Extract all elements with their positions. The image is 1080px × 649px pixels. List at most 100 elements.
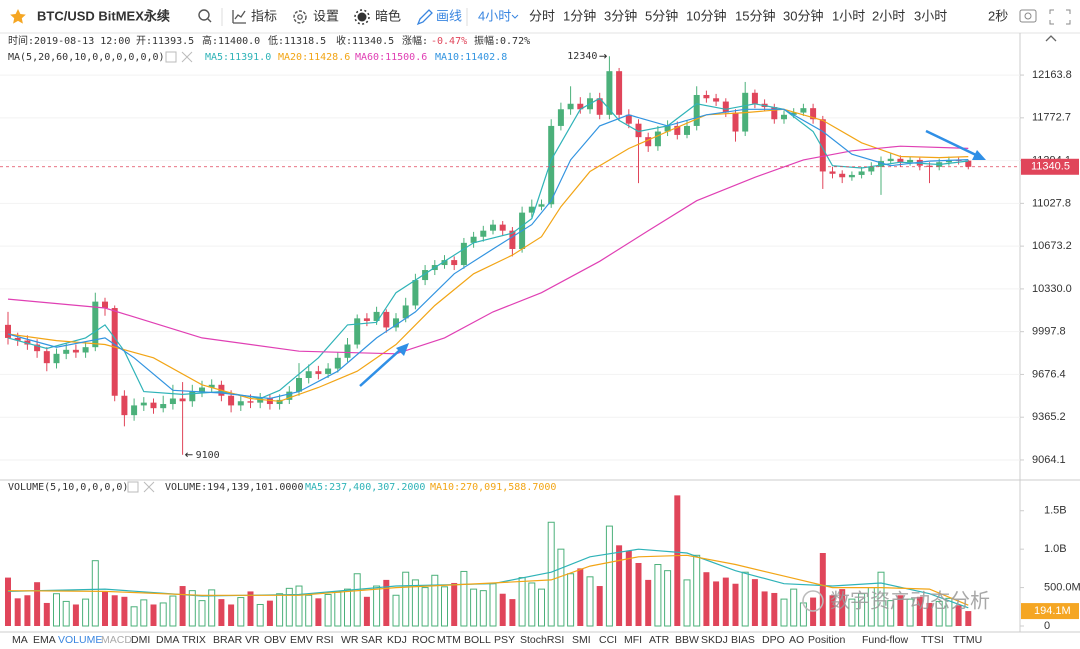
indicator-tab[interactable]: AO (789, 634, 804, 646)
annotation: 9100 (196, 450, 220, 461)
volume-bar (703, 572, 710, 626)
indicator-settings[interactable] (127, 481, 139, 493)
collapse-icon[interactable] (1045, 35, 1057, 42)
volume-bar (315, 598, 322, 626)
volume-bar (965, 611, 972, 626)
candle-body (412, 280, 419, 306)
indicator-tab[interactable]: DPO (762, 634, 785, 646)
volume-bar (43, 602, 50, 626)
dark-mode-button[interactable]: 暗色 (375, 8, 401, 23)
info-high: 高:11400.0 (202, 34, 260, 47)
interval-button[interactable]: 3分钟 (604, 8, 637, 23)
volume-bar (276, 593, 284, 627)
screenshot-icon[interactable] (1019, 9, 1037, 23)
interval-button[interactable]: 4小时 (478, 8, 511, 23)
volume-bar (411, 579, 419, 627)
indicator-tab[interactable]: WR (341, 634, 359, 646)
volume-bar (858, 593, 866, 627)
volume-bar (72, 604, 79, 626)
indicator-tab[interactable]: TTSI (921, 634, 944, 646)
interval-button[interactable]: 分时 (529, 8, 555, 23)
volume-bar (14, 598, 21, 626)
search-icon[interactable] (198, 9, 210, 21)
favorite-star[interactable] (10, 9, 26, 24)
indicator-settings[interactable] (165, 51, 177, 63)
indicator-tab[interactable]: ROC (412, 634, 436, 646)
volume-bar (713, 581, 720, 626)
indicator-tab[interactable]: OBV (264, 634, 286, 646)
indicator-tab[interactable]: DMA (156, 634, 179, 646)
indicator-tab[interactable]: SMI (572, 634, 591, 646)
indicator-tab[interactable]: RSI (316, 634, 334, 646)
volume-bar (285, 587, 293, 627)
volume-bar (489, 583, 497, 627)
indicator-tab[interactable]: StochRSI (520, 634, 564, 646)
candle-body (751, 92, 758, 104)
indicator-tab[interactable]: BRAR (213, 634, 243, 646)
volume-bar (761, 591, 768, 626)
interval-button[interactable]: 5分钟 (645, 8, 678, 23)
symbol[interactable]: BTC/USD BitMEX永续 (37, 8, 170, 23)
indicator-tab[interactable]: MA (12, 634, 28, 646)
interval-button[interactable]: 3小时 (914, 8, 947, 23)
indicator-tab[interactable]: DMI (131, 634, 150, 646)
volume-bar (616, 545, 623, 626)
fullscreen-icon[interactable] (1049, 9, 1071, 25)
last-price-box (1021, 158, 1079, 175)
indicator-close[interactable] (143, 481, 155, 493)
y-tick-label: 9064.1 (1032, 454, 1066, 466)
interval-button[interactable]: 15分钟 (735, 8, 775, 23)
volume-bar (266, 600, 273, 626)
indicator-tab[interactable]: TTMU (953, 634, 982, 646)
indicator-tab[interactable]: KDJ (387, 634, 407, 646)
draw-icon (416, 9, 433, 26)
ma-indicator[interactable]: MA(5,20,60,10,0,0,0,0,0,0) (8, 52, 165, 63)
volume-bar (334, 591, 342, 627)
indicator-tab[interactable]: MFI (624, 634, 642, 646)
toolbar (0, 0, 1080, 33)
volume-bar (897, 595, 904, 626)
volume-bar (218, 599, 225, 626)
volume-bar (392, 594, 400, 627)
indicator-tab[interactable]: CCI (599, 634, 617, 646)
indicator-tab[interactable]: EMV (290, 634, 313, 646)
indicator-tab[interactable]: SAR (361, 634, 383, 646)
interval-button[interactable]: 1小时 (832, 8, 865, 23)
volume-indicator[interactable]: VOLUME(5,10,0,0,0,0) (8, 482, 128, 493)
indicator-tab[interactable]: SKDJ (701, 634, 728, 646)
indicator-button[interactable]: 指标 (251, 8, 277, 23)
interval-button[interactable]: 30分钟 (783, 8, 823, 23)
draw-button[interactable]: 画线 (436, 8, 462, 23)
indicator-tab[interactable]: PSY (494, 634, 515, 646)
volume-bar (159, 602, 167, 627)
indicator-tab[interactable]: VR (245, 634, 260, 646)
interval-button[interactable]: 2小时 (872, 8, 905, 23)
indicator-tab[interactable]: TRIX (182, 634, 206, 646)
volume-bar (751, 579, 758, 626)
indicator-close[interactable] (181, 51, 193, 63)
settings-button[interactable]: 设置 (313, 8, 339, 23)
indicator-tab[interactable]: MTM (437, 634, 461, 646)
indicator-tab[interactable]: BIAS (731, 634, 755, 646)
refresh-rate[interactable]: 2秒 (988, 8, 1008, 23)
candle-body (606, 71, 613, 115)
interval-button[interactable]: 1分钟 (563, 8, 596, 23)
interval-button[interactable]: 10分钟 (686, 8, 726, 23)
indicator-tab[interactable]: VOLUME (58, 634, 102, 646)
indicator-tab[interactable]: MACD (101, 634, 132, 646)
legend-entry: MA5:237,400,307.2000 (305, 482, 425, 493)
indicator-tab[interactable]: ATR (649, 634, 670, 646)
indicator-tab[interactable]: Fund-flow (862, 634, 909, 646)
indicator-tab[interactable]: Position (808, 634, 846, 646)
candle-body (926, 165, 933, 167)
indicator-tab[interactable]: BBW (675, 634, 699, 646)
indicator-tab[interactable]: BOLL (464, 634, 491, 646)
watermark-icon (802, 590, 824, 612)
candle-body (480, 230, 487, 237)
info-amplitude: 振幅:0.72% (474, 34, 530, 47)
indicator-tab[interactable]: EMA (33, 634, 56, 646)
candle-body (315, 371, 322, 374)
candle-body (354, 318, 361, 345)
candle-body (150, 402, 157, 409)
candle-body (53, 353, 60, 364)
